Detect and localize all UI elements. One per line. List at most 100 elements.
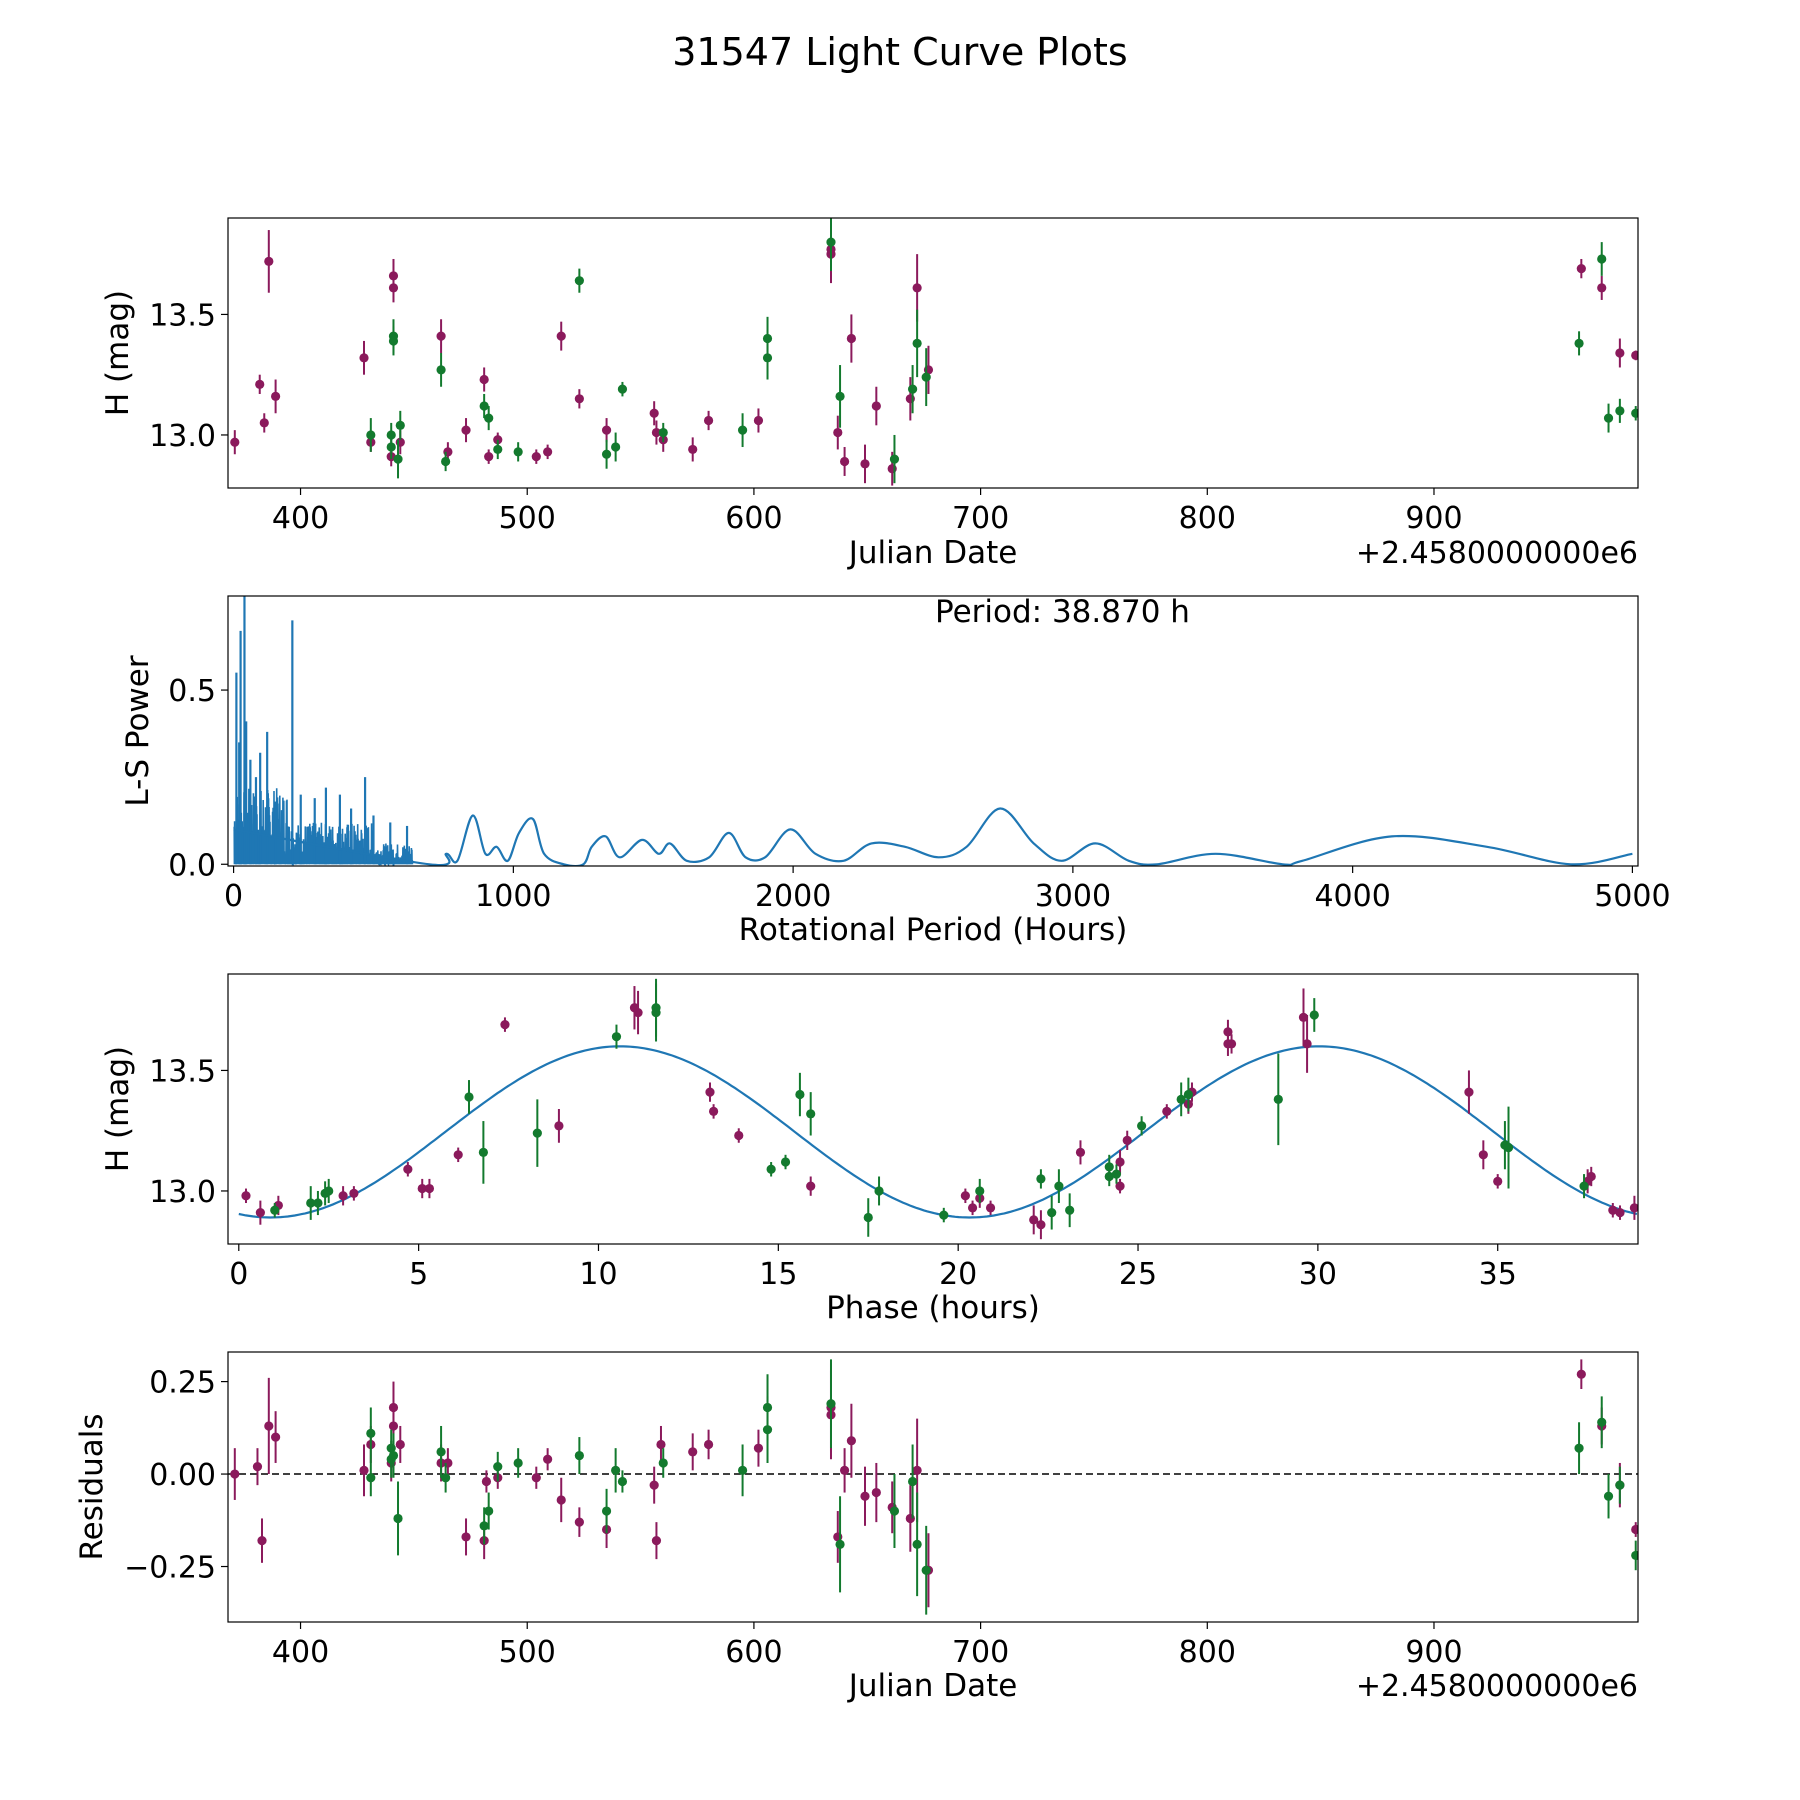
residuals-xtick-label: 800: [1179, 1635, 1236, 1670]
residuals-data-point: [762, 1425, 773, 1435]
residuals-data-point: [257, 1536, 267, 1546]
phased-data-point: [985, 1203, 996, 1213]
phased-data-point: [705, 1087, 715, 1097]
periodogram-plot-area: [233, 596, 1633, 866]
phased-xtick-label: 0: [229, 1257, 248, 1292]
residuals-data-point: [366, 1473, 376, 1483]
lightcurve-data-point: [395, 420, 405, 430]
periodogram-xtick-label: 3000: [1035, 879, 1111, 914]
residuals-data-point: [395, 1439, 405, 1450]
phased-data-point: [1111, 1169, 1122, 1179]
residuals-ytick-label: −0.25: [124, 1551, 216, 1586]
residuals-data-point: [826, 1399, 836, 1409]
phased-data-point: [806, 1109, 816, 1119]
phased-data-point: [1273, 1094, 1283, 1104]
residuals-data-point: [1576, 1369, 1586, 1379]
phased-data-point: [453, 1150, 463, 1160]
phased-data-point: [708, 1106, 719, 1117]
residuals-data-point: [556, 1495, 566, 1505]
periodogram-xtick-label: 4000: [1314, 879, 1390, 914]
lightcurve-data-point: [259, 418, 269, 428]
phased-data-point: [1137, 1121, 1147, 1131]
lightcurve-data-point: [737, 425, 748, 435]
lightcurve-data-point: [1597, 283, 1607, 293]
residuals-data-point: [461, 1532, 471, 1542]
residuals-data-point: [574, 1450, 584, 1461]
phased-xtick-label: 5: [409, 1257, 428, 1292]
residuals-data-point: [658, 1458, 668, 1468]
phased-data-point: [478, 1147, 488, 1157]
phased-data-point: [313, 1198, 323, 1208]
lightcurve-xtick-label: 600: [725, 501, 782, 536]
phased-data-point: [1608, 1205, 1618, 1215]
residuals-frame: [227, 1351, 1639, 1623]
periodogram-xtick-label: 5000: [1594, 879, 1670, 914]
phased-xtick-label: 20: [939, 1257, 977, 1292]
lightcurve-data-point: [1631, 350, 1638, 361]
phased-data-point: [1047, 1208, 1057, 1218]
phased-data-point: [349, 1188, 359, 1198]
residuals-data-point: [907, 1476, 918, 1487]
residuals-data-point: [436, 1447, 446, 1457]
lightcurve-data-point: [703, 415, 714, 426]
lightcurve-data-point: [479, 374, 489, 385]
periodogram-marks: [233, 596, 1633, 866]
phased-data-point: [1176, 1094, 1186, 1104]
lightcurve-plot-area: [230, 218, 1638, 486]
phased-data-point: [270, 1205, 280, 1215]
periodogram-ylabel: L-S Power: [120, 655, 156, 806]
lightcurve-xlabel: Julian Date: [847, 535, 1018, 571]
lightcurve-offset: +2.4580000000e6: [1356, 536, 1638, 571]
phased-data-point: [1036, 1220, 1046, 1230]
residuals-xtick-label: 400: [272, 1635, 329, 1670]
residuals-data-point: [839, 1465, 850, 1475]
residuals-data-point: [359, 1465, 369, 1475]
lightcurve-data-point: [1574, 338, 1584, 348]
phased-data-point: [766, 1164, 776, 1174]
lightcurve-data-point: [601, 425, 612, 435]
residuals-marks: [228, 1359, 1638, 1615]
residuals-data-point: [846, 1436, 856, 1446]
residuals-ylabel: Residuals: [74, 1413, 110, 1560]
residuals-panel: Julian Date Residuals +2.4580000000e6 40…: [74, 1351, 1639, 1704]
residuals-xtick-label: 900: [1405, 1635, 1462, 1670]
phased-data-point: [1115, 1157, 1125, 1167]
phased-data-point: [651, 1007, 661, 1018]
lightcurve-data-point: [574, 394, 584, 404]
lightcurve-data-point: [617, 384, 628, 394]
periodogram-frame: [227, 595, 1639, 867]
residuals-data-point: [753, 1443, 764, 1453]
lightcurve-data-point: [889, 454, 900, 464]
phased-xtick-label: 10: [579, 1257, 617, 1292]
residuals-xtick-label: 700: [952, 1635, 1009, 1670]
phased-data-point: [939, 1210, 949, 1220]
phased-data-point: [464, 1092, 474, 1102]
residuals-data-point: [393, 1513, 403, 1524]
residuals-data-point: [230, 1469, 240, 1479]
lightcurve-marks: [230, 218, 1638, 486]
phased-data-point: [417, 1183, 427, 1194]
phased-data-point: [1122, 1135, 1132, 1145]
residuals-data-point: [441, 1473, 451, 1483]
residuals-data-point: [574, 1517, 584, 1527]
residuals-data-point: [651, 1536, 662, 1546]
lightcurve-data-point: [839, 456, 850, 467]
phased-data-point: [554, 1121, 564, 1131]
phased-fit-curve: [238, 1045, 1638, 1219]
residuals-data-point: [271, 1432, 281, 1442]
phased-data-point: [1586, 1171, 1596, 1182]
residuals-data-point: [1631, 1524, 1638, 1535]
phased-data-point: [780, 1157, 791, 1167]
lightcurve-xtick-label: 500: [499, 501, 556, 536]
lightcurve-data-point: [388, 283, 399, 293]
residuals-data-point: [912, 1539, 922, 1549]
phased-data-point: [1503, 1142, 1514, 1153]
lightcurve-data-point: [1597, 254, 1607, 264]
phased-data-point: [1302, 1039, 1312, 1049]
lightcurve-data-point: [359, 353, 369, 363]
phased-data-point: [967, 1203, 978, 1213]
lightcurve-data-point: [264, 256, 274, 266]
residuals-data-point: [388, 1421, 399, 1431]
lightcurve-data-point: [762, 353, 773, 363]
periodogram-xtick-label: 1000: [475, 879, 551, 914]
